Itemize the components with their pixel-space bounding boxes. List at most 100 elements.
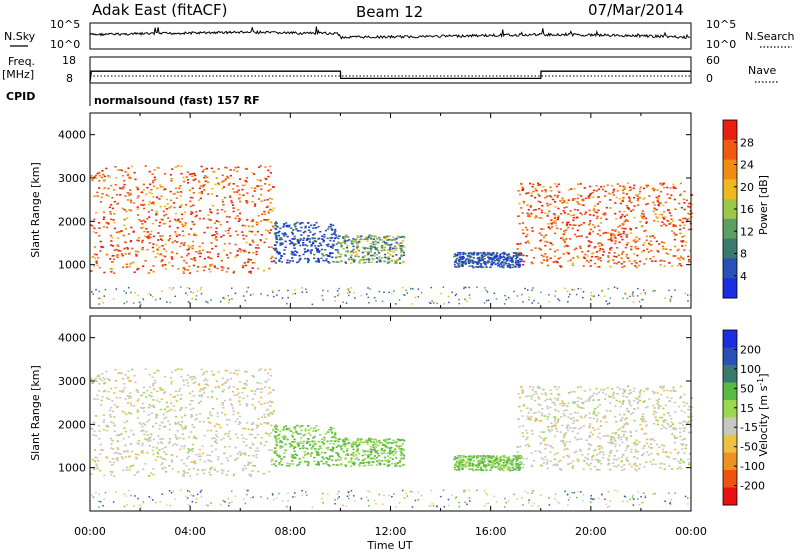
power-echo: [95, 232, 98, 234]
velocity-echo: [504, 465, 507, 468]
velocity-echo: [93, 379, 96, 381]
power-echo: [115, 203, 119, 205]
power-echo: [641, 225, 644, 227]
power-echo: [628, 196, 631, 199]
power-echo-sparse: [484, 287, 486, 289]
velocity-echo: [186, 382, 189, 384]
velocity-echo: [663, 444, 666, 447]
velocity-echo: [102, 414, 105, 416]
power-echo: [141, 241, 144, 244]
velocity-echo: [269, 400, 272, 403]
power-echo: [132, 231, 135, 233]
power-echo-sparse: [643, 289, 645, 291]
power-echo: [666, 193, 669, 196]
power-echo: [563, 200, 566, 203]
power-echo: [361, 246, 365, 249]
power-echo: [569, 224, 572, 226]
power-echo: [638, 188, 641, 190]
velocity-echo: [274, 460, 277, 463]
power-echo-sparse: [623, 292, 626, 295]
velocity-echo: [690, 397, 693, 399]
velocity-echo: [248, 474, 251, 476]
velocity-echo: [299, 442, 302, 445]
velocity-echo: [221, 390, 224, 393]
velocity-echo: [471, 462, 474, 465]
velocity-echo: [361, 462, 364, 464]
velocity-echo: [657, 398, 661, 400]
velocity-echo: [663, 463, 666, 465]
power-echo: [232, 270, 236, 273]
power-echo: [151, 173, 154, 175]
power-echo: [182, 267, 185, 270]
power-echo: [599, 234, 602, 237]
velocity-echo: [532, 393, 535, 396]
power-echo: [210, 242, 213, 244]
velocity-echo: [639, 463, 642, 466]
power-echo: [95, 260, 98, 263]
power-echo: [189, 205, 192, 208]
velocity-echo: [370, 464, 373, 466]
power-echo: [161, 265, 164, 267]
velocity-echo: [149, 439, 152, 442]
velocity-echo: [123, 427, 126, 430]
power-echo: [490, 262, 493, 264]
velocity-echo: [180, 394, 183, 396]
power-echo: [633, 196, 636, 199]
velocity-echo: [129, 443, 133, 445]
power-echo: [509, 266, 512, 269]
velocity-echo: [182, 379, 185, 382]
power-echo: [525, 235, 528, 238]
power-echo: [207, 193, 210, 195]
power-echo: [546, 241, 549, 243]
velocity-echo: [401, 438, 404, 441]
power-echo-sparse: [123, 290, 125, 292]
power-echo: [142, 219, 145, 222]
power-echo-sparse: [644, 293, 647, 296]
power-echo: [618, 233, 621, 236]
power-echo: [674, 208, 677, 210]
power-echo: [270, 246, 273, 248]
power-echo: [290, 250, 293, 253]
power-echo-sparse: [405, 289, 407, 292]
power-echo-sparse: [485, 299, 488, 302]
power-echo: [538, 184, 542, 186]
power-echo: [646, 185, 649, 188]
power-echo: [253, 190, 256, 192]
velocity-echo: [132, 434, 135, 436]
power-echo: [190, 211, 193, 213]
power-echo: [665, 248, 668, 251]
power-echo: [257, 214, 260, 217]
power-echo: [550, 190, 553, 192]
velocity-echo: [599, 462, 603, 465]
velocity-echo: [516, 462, 520, 465]
power-echo: [520, 260, 523, 262]
velocity-echo: [587, 453, 590, 456]
power-echo: [637, 204, 640, 206]
velocity-echo: [640, 418, 643, 420]
power-echo-sparse: [654, 289, 656, 292]
power-echo: [188, 265, 191, 268]
power-echo: [468, 255, 471, 257]
power-echo: [317, 245, 320, 247]
velocity-echo: [156, 451, 159, 454]
velocity-echo: [328, 429, 331, 431]
power-echo: [593, 246, 596, 249]
velocity-echo: [493, 464, 496, 467]
power-echo: [321, 238, 324, 240]
power-echo-sparse: [337, 294, 339, 297]
velocity-echo: [281, 445, 284, 448]
velocity-echo: [622, 395, 625, 397]
velocity-echo: [116, 447, 119, 449]
velocity-echo: [623, 468, 626, 470]
velocity-echo: [171, 444, 174, 447]
power-echo-sparse: [403, 294, 405, 296]
velocity-echo: [317, 454, 321, 457]
velocity-echo: [159, 387, 162, 389]
velocity-echo: [224, 381, 227, 383]
power-echo: [187, 233, 191, 236]
power-echo: [660, 259, 663, 262]
power-echo: [162, 210, 165, 213]
power-echo: [454, 265, 457, 268]
power-echo: [221, 201, 224, 203]
velocity-echo: [540, 414, 543, 417]
